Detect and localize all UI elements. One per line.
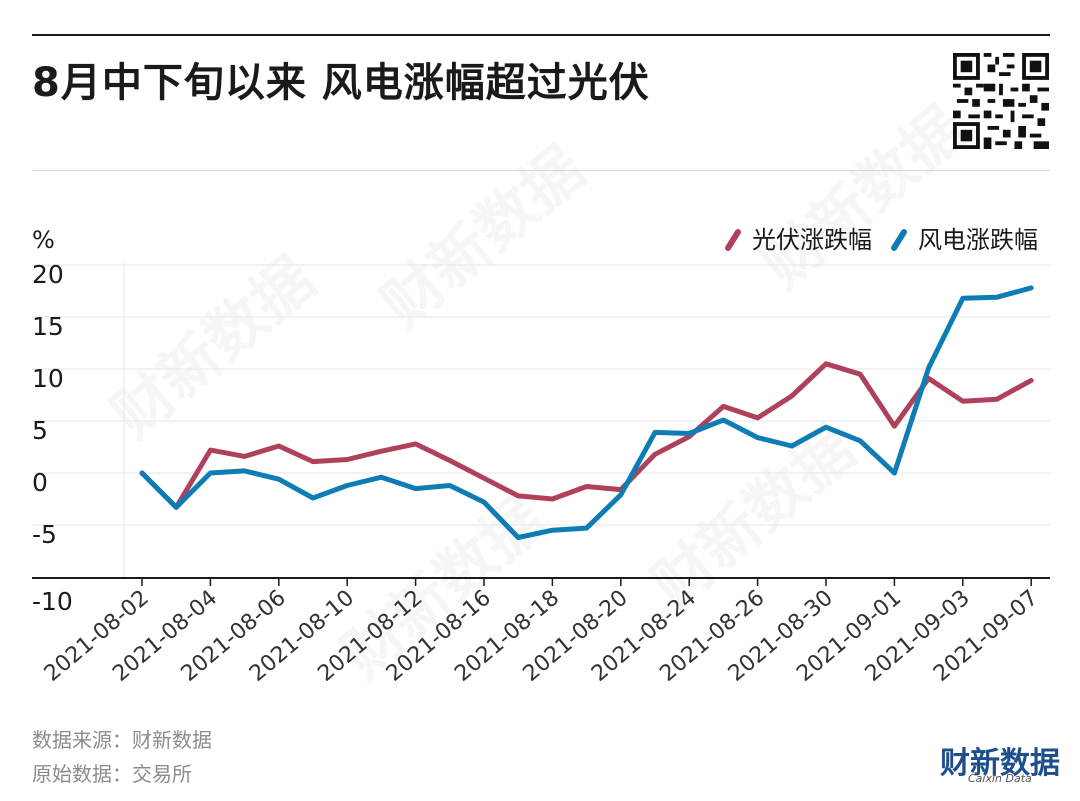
y-tick-label: 20 bbox=[32, 260, 64, 289]
y-tick-label: -10 bbox=[32, 587, 73, 616]
legend-label-solar: 光伏涨跌幅 bbox=[752, 226, 872, 254]
y-tick-label: 5 bbox=[32, 416, 48, 445]
series-line-solar bbox=[139, 361, 1034, 510]
raw-data-note: 原始数据：交易所 bbox=[32, 762, 192, 786]
series-line-wind bbox=[139, 285, 1034, 540]
y-tick-label: 0 bbox=[32, 468, 48, 497]
data-source-note: 数据来源：财新数据 bbox=[32, 728, 212, 752]
y-unit-label: % bbox=[32, 226, 55, 254]
qr-code-icon bbox=[953, 53, 1049, 149]
y-tick-label: 10 bbox=[32, 364, 64, 393]
legend-swatch-solar bbox=[725, 229, 741, 251]
top-rule bbox=[32, 34, 1050, 36]
caixin-data-logo-subtitle: Caixin Data bbox=[968, 772, 1032, 785]
caixin-data-logo: 财新数据 bbox=[940, 746, 1060, 781]
legend-swatch-wind bbox=[891, 229, 907, 251]
header-separator bbox=[32, 170, 1050, 171]
y-tick-label: 15 bbox=[32, 312, 64, 341]
chart-title: 8月中下旬以来 风电涨幅超过光伏 bbox=[32, 60, 650, 106]
legend-label-wind: 风电涨跌幅 bbox=[918, 226, 1038, 254]
y-tick-label: -5 bbox=[32, 520, 57, 549]
